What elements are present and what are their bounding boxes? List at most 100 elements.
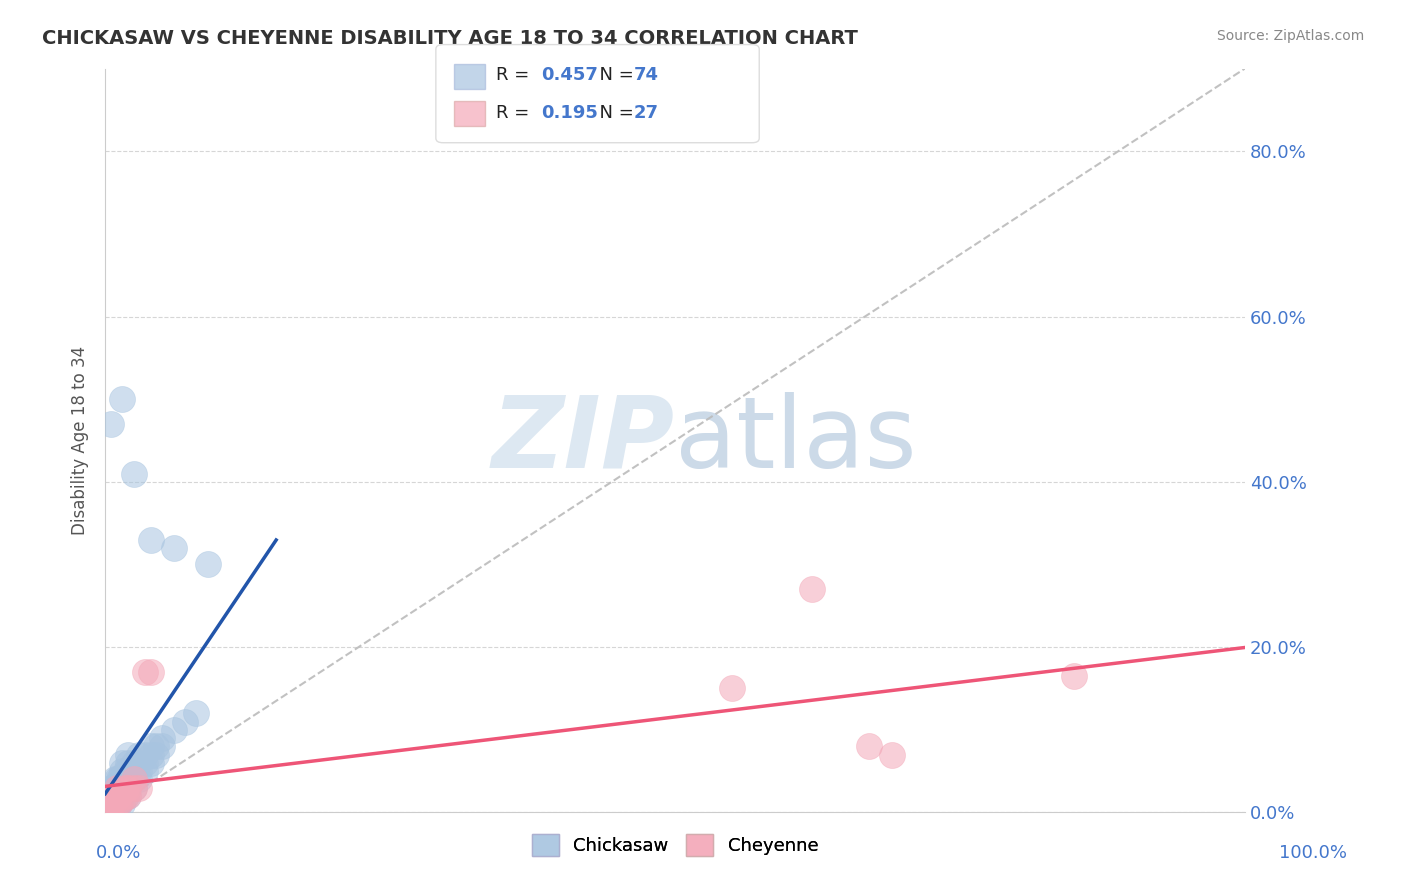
Point <box>104 789 127 803</box>
Point <box>111 392 134 406</box>
Point <box>100 797 122 812</box>
Point <box>128 756 150 770</box>
Point <box>858 739 880 754</box>
Legend: Chickasaw, Cheyenne: Chickasaw, Cheyenne <box>524 827 825 863</box>
Point <box>108 789 131 803</box>
Point <box>103 797 125 812</box>
Point <box>150 731 173 745</box>
Point <box>122 756 145 770</box>
Text: 27: 27 <box>634 104 659 122</box>
Point <box>105 776 128 790</box>
Point <box>122 780 145 795</box>
Text: CHICKASAW VS CHEYENNE DISABILITY AGE 18 TO 34 CORRELATION CHART: CHICKASAW VS CHEYENNE DISABILITY AGE 18 … <box>42 29 858 47</box>
Point <box>100 797 122 812</box>
Point <box>108 793 131 807</box>
Point <box>117 780 139 795</box>
Text: 0.457: 0.457 <box>541 66 598 84</box>
Point <box>103 797 125 812</box>
Point <box>128 747 150 762</box>
Point <box>139 665 162 679</box>
Point <box>105 780 128 795</box>
Point <box>111 793 134 807</box>
Point <box>1063 669 1085 683</box>
Text: Source: ZipAtlas.com: Source: ZipAtlas.com <box>1216 29 1364 43</box>
Point <box>117 789 139 803</box>
Point <box>103 789 125 803</box>
Point <box>139 747 162 762</box>
Point <box>100 417 122 431</box>
Point <box>105 789 128 803</box>
Point <box>122 772 145 787</box>
Point <box>134 665 156 679</box>
Point <box>105 793 128 807</box>
Text: 0.0%: 0.0% <box>96 844 141 862</box>
Point <box>122 780 145 795</box>
Point <box>145 739 167 754</box>
Point <box>103 780 125 795</box>
Point <box>134 764 156 779</box>
Point <box>100 780 122 795</box>
Point <box>111 772 134 787</box>
Point <box>105 772 128 787</box>
Point <box>128 780 150 795</box>
Point <box>134 747 156 762</box>
Text: ZIP: ZIP <box>492 392 675 489</box>
Point <box>103 789 125 803</box>
Point <box>105 780 128 795</box>
Point <box>111 789 134 803</box>
Point <box>114 789 136 803</box>
Y-axis label: Disability Age 18 to 34: Disability Age 18 to 34 <box>72 346 89 535</box>
Point <box>100 789 122 803</box>
Point <box>103 797 125 812</box>
Point <box>103 789 125 803</box>
Point <box>139 533 162 547</box>
Point <box>114 764 136 779</box>
Point <box>108 780 131 795</box>
Point <box>186 706 208 721</box>
Text: N =: N = <box>588 104 640 122</box>
Point <box>800 582 823 597</box>
Point <box>114 780 136 795</box>
Point <box>100 801 122 815</box>
Point <box>117 780 139 795</box>
Point <box>117 772 139 787</box>
Point <box>108 789 131 803</box>
Point <box>105 797 128 812</box>
Point <box>111 764 134 779</box>
Text: R =: R = <box>496 66 536 84</box>
Text: 100.0%: 100.0% <box>1279 844 1347 862</box>
Text: 74: 74 <box>634 66 659 84</box>
Point <box>128 764 150 779</box>
Point <box>117 764 139 779</box>
Point <box>145 747 167 762</box>
Text: N =: N = <box>588 66 640 84</box>
Point <box>122 467 145 481</box>
Point <box>108 797 131 812</box>
Point <box>103 801 125 815</box>
Point <box>104 780 127 795</box>
Point <box>108 772 131 787</box>
Text: R =: R = <box>496 104 536 122</box>
Point <box>122 764 145 779</box>
Point <box>108 776 131 790</box>
Point <box>100 793 122 807</box>
Text: atlas: atlas <box>675 392 917 489</box>
Point <box>122 772 145 787</box>
Point <box>103 793 125 807</box>
Point <box>117 789 139 803</box>
Point <box>104 772 127 787</box>
Point <box>105 797 128 812</box>
Point <box>103 785 125 799</box>
Point <box>105 789 128 803</box>
Point <box>103 793 125 807</box>
Text: 0.195: 0.195 <box>541 104 598 122</box>
Point <box>114 789 136 803</box>
Point <box>128 772 150 787</box>
Point <box>162 723 184 737</box>
Point <box>880 747 903 762</box>
Point <box>108 797 131 812</box>
Point <box>197 558 219 572</box>
Point <box>114 772 136 787</box>
Point <box>174 714 197 729</box>
Point <box>114 780 136 795</box>
